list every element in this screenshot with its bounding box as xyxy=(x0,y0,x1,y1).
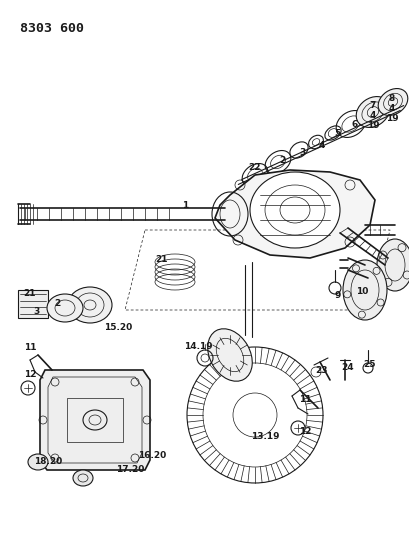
Text: 21: 21 xyxy=(155,255,168,264)
Text: 4: 4 xyxy=(388,103,394,112)
Text: 2: 2 xyxy=(54,298,60,308)
Text: 3: 3 xyxy=(299,148,306,157)
Text: 11: 11 xyxy=(298,395,310,405)
Bar xyxy=(67,398,123,442)
Ellipse shape xyxy=(355,96,389,127)
Ellipse shape xyxy=(28,454,48,470)
Text: 21: 21 xyxy=(24,288,36,297)
Text: 17.20: 17.20 xyxy=(115,465,144,474)
Text: 3: 3 xyxy=(34,308,40,317)
Text: 9: 9 xyxy=(334,290,340,300)
Ellipse shape xyxy=(249,172,339,248)
Bar xyxy=(18,290,48,318)
Text: 8: 8 xyxy=(388,93,394,102)
Text: 13.19: 13.19 xyxy=(250,432,279,441)
Text: 7: 7 xyxy=(369,101,375,109)
Text: 6: 6 xyxy=(351,119,357,128)
Text: 25: 25 xyxy=(363,360,375,369)
Text: 24: 24 xyxy=(341,364,353,373)
Polygon shape xyxy=(40,370,150,470)
Text: 5: 5 xyxy=(333,128,339,138)
Text: 19: 19 xyxy=(385,114,397,123)
Ellipse shape xyxy=(342,260,386,320)
Text: 14.19: 14.19 xyxy=(183,343,212,351)
Text: 22: 22 xyxy=(248,163,261,172)
Text: 12: 12 xyxy=(24,370,36,379)
Text: 2: 2 xyxy=(278,156,284,165)
Text: 23: 23 xyxy=(315,367,328,376)
Text: 11: 11 xyxy=(24,343,36,352)
Ellipse shape xyxy=(376,239,409,291)
Ellipse shape xyxy=(73,470,93,486)
Ellipse shape xyxy=(207,329,252,381)
Ellipse shape xyxy=(47,294,83,322)
Text: 1: 1 xyxy=(182,200,188,209)
Text: 4: 4 xyxy=(318,141,324,149)
Text: 18.20: 18.20 xyxy=(34,457,62,466)
Text: 8303 600: 8303 600 xyxy=(20,22,84,35)
Text: 15.20: 15.20 xyxy=(103,324,132,333)
Text: 4: 4 xyxy=(369,110,375,119)
Text: 19: 19 xyxy=(366,120,378,130)
Text: 16.20: 16.20 xyxy=(137,451,166,461)
Text: 10: 10 xyxy=(355,287,367,295)
Ellipse shape xyxy=(377,88,407,116)
Text: 12: 12 xyxy=(298,427,310,437)
Ellipse shape xyxy=(68,287,112,323)
Polygon shape xyxy=(214,170,374,258)
